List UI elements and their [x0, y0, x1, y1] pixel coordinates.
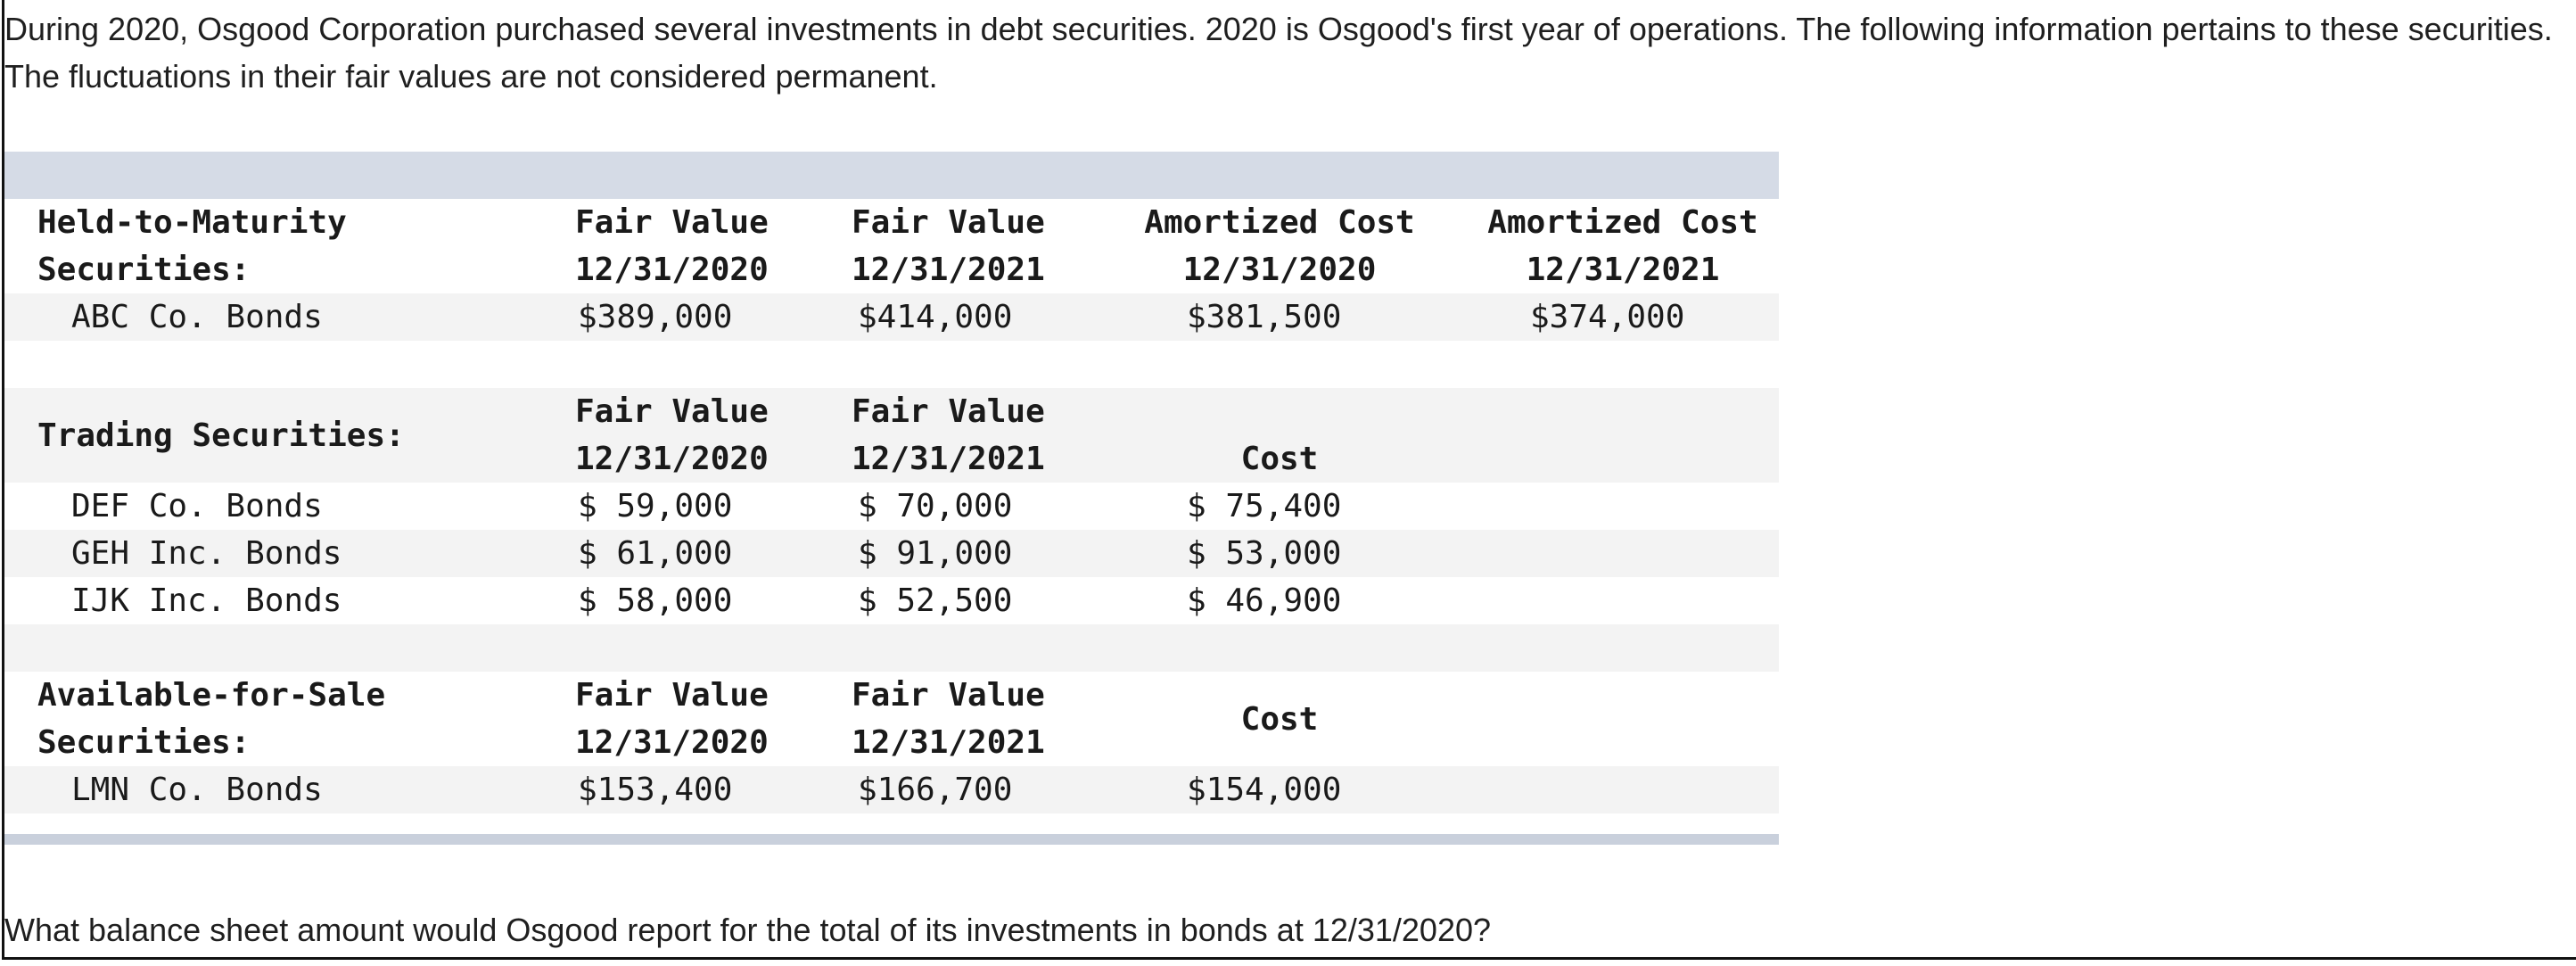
htm-col1-header-l1: Fair Value — [575, 204, 769, 241]
trading-row-def-name: DEF Co. Bonds — [71, 488, 323, 524]
table-top-bar — [4, 152, 1779, 199]
afs-row-lmn-cost: $154,000 — [1187, 772, 1342, 808]
afs-col1-header-l1: Fair Value — [575, 677, 769, 714]
htm-title-line1: Held-to-Maturity — [37, 204, 347, 241]
trading-row-geh-fv2021: $ 91,000 — [858, 535, 1013, 572]
afs-col2-header-l2: 12/31/2021 — [852, 724, 1045, 761]
frame-bottom-border — [2, 957, 2576, 960]
htm-row-abc-name: ABC Co. Bonds — [71, 299, 323, 335]
trading-row-geh-fv2020: $ 61,000 — [578, 535, 733, 572]
trading-col1-header-l2: 12/31/2020 — [575, 441, 769, 477]
afs-row-lmn-fv2021: $166,700 — [858, 772, 1013, 808]
trading-row-geh-name: GEH Inc. Bonds — [71, 535, 342, 572]
trading-row-ijk-cost: $ 46,900 — [1187, 582, 1342, 619]
htm-row-abc-fv2020: $389,000 — [578, 299, 733, 335]
trading-header-row: Trading Securities: Fair Value 12/31/202… — [4, 388, 1779, 483]
trading-col2-header-l1: Fair Value — [852, 393, 1045, 430]
table-row: IJK Inc. Bonds $ 58,000 $ 52,500 $ 46,90… — [4, 577, 1779, 624]
afs-col1-header-l2: 12/31/2020 — [575, 724, 769, 761]
htm-header-row: Held-to-Maturity Securities: Fair Value … — [4, 199, 1779, 293]
afs-title-line2: Securities: — [37, 724, 251, 761]
table-spacer-row — [4, 624, 1779, 672]
trading-col1-header-l1: Fair Value — [575, 393, 769, 430]
afs-title-line1: Available-for-Sale — [37, 677, 386, 714]
htm-col3-header-l2: 12/31/2020 — [1182, 252, 1377, 288]
table-row: ABC Co. Bonds $389,000 $414,000 $381,500… — [4, 293, 1779, 341]
htm-title-line2: Securities: — [37, 252, 251, 288]
frame-left-border — [2, 0, 4, 960]
htm-col1-header-l2: 12/31/2020 — [575, 252, 769, 288]
trading-col2-header-l2: 12/31/2021 — [852, 441, 1045, 477]
afs-col2-header-l1: Fair Value — [852, 677, 1045, 714]
trading-row-def-fv2020: $ 59,000 — [578, 488, 733, 524]
trading-row-ijk-fv2021: $ 52,500 — [858, 582, 1013, 619]
table-row: GEH Inc. Bonds $ 61,000 $ 91,000 $ 53,00… — [4, 530, 1779, 577]
trading-col3-header: Cost — [1240, 441, 1319, 477]
trading-row-ijk-name: IJK Inc. Bonds — [71, 582, 342, 619]
afs-row-lmn-name: LMN Co. Bonds — [71, 772, 323, 808]
htm-col4-header-l2: 12/31/2021 — [1526, 252, 1720, 288]
trading-row-geh-cost: $ 53,000 — [1187, 535, 1342, 572]
htm-row-abc-fv2021: $414,000 — [858, 299, 1013, 335]
htm-col2-header-l2: 12/31/2021 — [852, 252, 1045, 288]
table-row: LMN Co. Bonds $153,400 $166,700 $154,000 — [4, 766, 1779, 813]
question-text: What balance sheet amount would Osgood r… — [4, 912, 1492, 948]
trading-row-def-fv2021: $ 70,000 — [858, 488, 1013, 524]
htm-col4-header-l1: Amortized Cost — [1487, 204, 1758, 241]
htm-row-abc-ac2020: $381,500 — [1187, 299, 1342, 335]
htm-col2-header-l1: Fair Value — [852, 204, 1045, 241]
afs-col3-header: Cost — [1240, 701, 1319, 738]
afs-row-lmn-fv2020: $153,400 — [578, 772, 733, 808]
trading-row-def-cost: $ 75,400 — [1187, 488, 1342, 524]
table-bottom-bar — [4, 834, 1779, 845]
htm-row-abc-ac2021: $374,000 — [1530, 299, 1685, 335]
trading-row-ijk-fv2020: $ 58,000 — [578, 582, 733, 619]
table-row: DEF Co. Bonds $ 59,000 $ 70,000 $ 75,400 — [4, 483, 1779, 530]
afs-header-row: Available-for-Sale Securities: Fair Valu… — [4, 672, 1779, 766]
intro-paragraph: During 2020, Osgood Corporation purchase… — [4, 11, 2553, 95]
htm-col3-header-l1: Amortized Cost — [1144, 204, 1415, 241]
trading-title: Trading Securities: — [37, 417, 405, 454]
